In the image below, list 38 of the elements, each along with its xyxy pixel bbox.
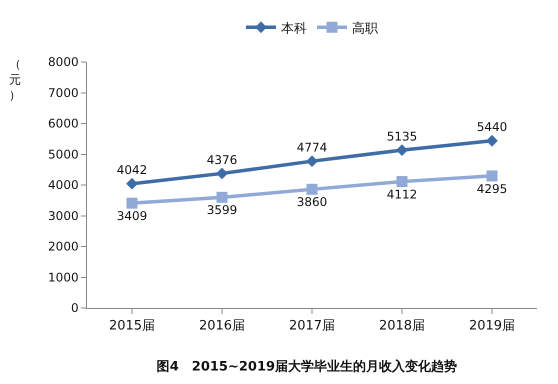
point [216,192,228,203]
point [486,134,498,147]
data-label: 4112 [386,187,418,202]
text: 图4 2015~2019届大学毕业生的月收入变化趋势 [156,358,458,375]
y-tick-label: 1000 [48,270,79,284]
y-tick-label: 6000 [48,116,79,131]
x-tick-label: 2018届 [378,318,426,334]
data-label: 4376 [206,152,238,167]
y-tick-label: 2000 [48,240,79,254]
data-label: 5440 [476,120,508,134]
point [216,168,228,180]
x-tick-label: 2015届 [108,318,156,334]
x-tick-label: 2017届 [288,318,336,334]
point [126,198,138,209]
point [306,155,318,168]
data-label: 3599 [206,203,238,218]
y-tick-label: 8000 [48,55,79,70]
data-label: 4774 [296,140,328,155]
data-label: 3409 [116,209,148,224]
y-tick-label: 4000 [48,178,79,192]
x-tick-label: 2019届 [468,318,516,334]
legend-label: 本科 [281,21,307,36]
y-axis-title: （元） [9,57,21,102]
x-tick-label: 2016届 [198,318,246,334]
data-label: 4295 [476,182,508,196]
legend-label: 高职 [352,20,378,36]
data-label: 3860 [296,195,328,210]
y-tick-label: 3000 [48,208,79,223]
y-tick-label: 7000 [48,86,79,100]
data-label: 5135 [386,129,418,144]
y-tick-label: 5000 [48,147,79,162]
point [306,184,318,195]
y-tick-label: 0 [70,301,79,316]
point [486,170,498,182]
data-label: 4042 [116,163,148,178]
point [396,176,408,188]
point [396,144,408,156]
point [126,178,138,190]
